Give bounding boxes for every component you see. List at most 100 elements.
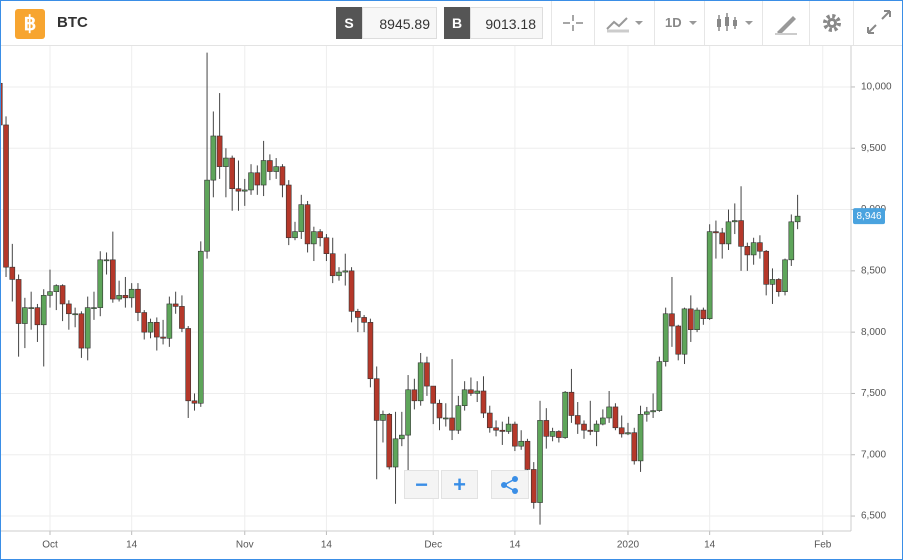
candle-body — [229, 157, 235, 190]
x-tick-label: 2020 — [617, 540, 640, 551]
candle-body — [430, 385, 437, 404]
candle-body — [618, 427, 625, 435]
buy-price[interactable]: 9013.18 — [470, 7, 543, 39]
candle-body — [267, 160, 273, 172]
candle-body — [499, 429, 506, 432]
candle-body — [166, 303, 173, 339]
candle-body — [154, 322, 160, 338]
candle-body — [505, 423, 512, 432]
candle-body — [612, 406, 619, 429]
candle-body — [700, 309, 707, 319]
candle-body — [386, 413, 393, 468]
y-tick-label: 8,500 — [861, 265, 886, 276]
x-tick-label: Dec — [424, 540, 442, 551]
candle-body — [66, 303, 72, 315]
candle-body — [373, 378, 380, 421]
candle-body — [411, 389, 418, 402]
candle-body — [311, 231, 317, 245]
candle-body — [197, 250, 204, 404]
last-price-label: 8,946 — [856, 211, 881, 222]
candle-body — [216, 135, 223, 167]
candle-body — [474, 390, 481, 394]
candle-body — [537, 420, 543, 503]
chart-type-button[interactable] — [594, 1, 655, 45]
x-tick-label: 14 — [321, 540, 333, 551]
candle-body — [625, 432, 631, 435]
candle-body — [600, 417, 606, 425]
candle-body — [179, 306, 185, 329]
zoom-in-button[interactable]: + — [441, 470, 478, 499]
candle-body — [794, 215, 801, 223]
buy-label[interactable]: B — [444, 7, 470, 39]
candle-body — [141, 312, 148, 333]
candle-body — [731, 220, 738, 223]
x-tick-label: Oct — [42, 540, 58, 551]
y-tick-label: 6,500 — [861, 511, 886, 522]
candle-body — [669, 313, 675, 327]
interval-button[interactable]: 1D — [654, 1, 705, 45]
candle-body — [405, 389, 411, 436]
candle-body — [160, 336, 166, 339]
candle-body — [34, 307, 41, 326]
candle-body — [355, 311, 361, 318]
candle-body — [775, 279, 782, 292]
interval: 1D — [665, 15, 682, 30]
candle-body — [650, 410, 656, 413]
candle-body — [631, 432, 638, 462]
candle-body — [436, 402, 443, 419]
candle-body — [298, 204, 305, 232]
x-tick-label: Feb — [814, 540, 832, 551]
candle-body — [656, 361, 663, 411]
candle-body — [518, 440, 524, 447]
candle-body — [782, 259, 788, 292]
candle-body — [449, 417, 455, 431]
sell-label[interactable]: S — [336, 7, 362, 39]
x-tick-label: 14 — [509, 540, 521, 551]
candle-body — [399, 434, 405, 440]
sell-price[interactable]: 8945.89 — [362, 7, 437, 39]
candle-body — [788, 221, 795, 261]
candle-body — [644, 411, 650, 415]
candle-body — [549, 431, 556, 437]
toolbar: ฿ BTC S 8945.89 B 9013.18 1D — [1, 1, 902, 46]
candle-body — [191, 400, 198, 404]
candle-body — [675, 325, 682, 355]
candle-body — [606, 406, 612, 419]
x-tick-label: Nov — [236, 540, 254, 551]
candle-body — [122, 295, 129, 299]
btc-icon: ฿ — [15, 9, 45, 39]
x-tick-label: 14 — [126, 540, 138, 551]
crosshair-button[interactable] — [551, 1, 594, 45]
candle-body — [380, 413, 386, 421]
candle-body — [348, 270, 355, 312]
candle-body — [9, 266, 16, 280]
candle-body — [750, 242, 757, 256]
candle-body — [273, 166, 279, 172]
candle-body — [317, 231, 323, 239]
candle-body — [342, 270, 349, 273]
expand-button[interactable] — [853, 1, 902, 45]
settings-button[interactable] — [809, 1, 854, 45]
candle-body — [480, 390, 487, 414]
zoom-out-button[interactable]: − — [404, 470, 439, 499]
candle-body — [3, 124, 9, 268]
candle-body — [329, 253, 336, 277]
candle-body — [688, 308, 694, 330]
candle-body — [223, 157, 229, 167]
candle-body — [662, 313, 669, 362]
candle-body — [543, 420, 550, 437]
candle-body — [78, 313, 85, 349]
share-button[interactable] — [491, 470, 529, 499]
candle-body — [72, 313, 78, 316]
candle-body — [59, 285, 66, 305]
candle-body — [587, 429, 594, 432]
draw-button[interactable] — [762, 1, 810, 45]
candle-body — [524, 440, 531, 470]
candle-body — [40, 295, 47, 326]
candle-type-button[interactable] — [704, 1, 763, 45]
candle-body — [204, 179, 210, 252]
candle-body — [97, 259, 104, 308]
candle-body — [681, 308, 688, 355]
